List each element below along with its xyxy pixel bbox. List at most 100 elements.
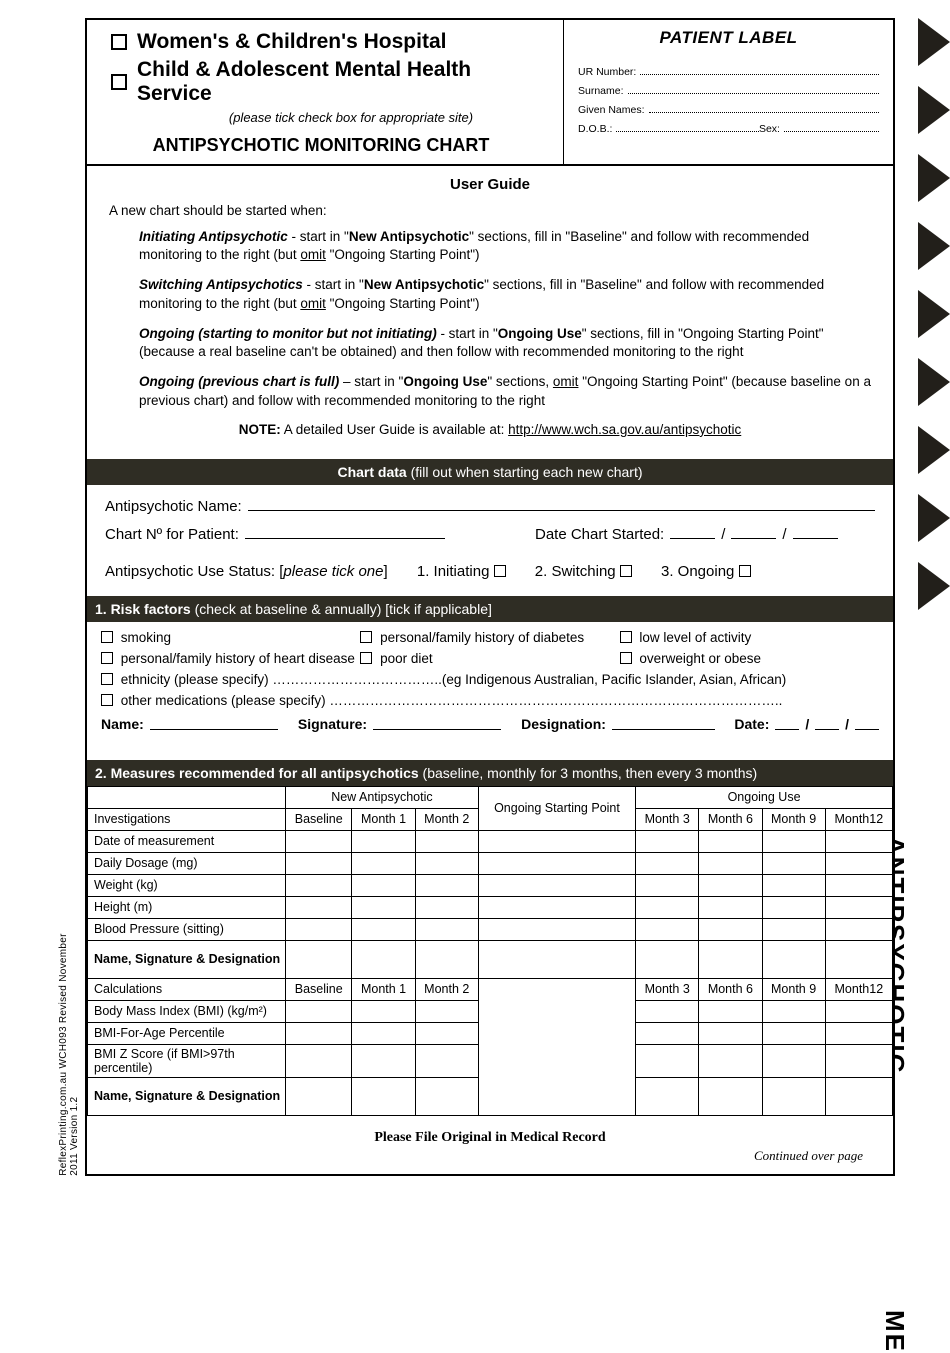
table-cell[interactable] [286,852,352,874]
rf-name-field[interactable] [150,716,278,730]
date-y[interactable] [793,525,838,539]
table-cell[interactable] [699,852,762,874]
table-cell[interactable] [636,874,699,896]
table-cell[interactable] [286,918,352,940]
table-cell[interactable] [762,874,825,896]
table-cell[interactable] [415,940,478,978]
status-option[interactable]: 3. Ongoing [661,563,751,580]
rf-date-m[interactable] [815,716,839,730]
table-cell[interactable] [762,1000,825,1022]
table-cell[interactable] [636,1044,699,1077]
table-cell[interactable] [825,1044,892,1077]
table-cell[interactable] [286,830,352,852]
table-cell[interactable] [286,940,352,978]
table-cell[interactable] [478,830,635,852]
table-cell[interactable] [415,830,478,852]
table-cell[interactable] [478,918,635,940]
table-cell[interactable] [699,940,762,978]
date-m[interactable] [731,525,776,539]
table-cell[interactable] [352,1022,415,1044]
table-cell[interactable] [762,830,825,852]
dob-field[interactable] [616,123,759,132]
table-cell[interactable] [286,1044,352,1077]
table-cell[interactable] [286,1077,352,1115]
rf-date-y[interactable] [855,716,879,730]
table-cell[interactable] [825,918,892,940]
table-cell[interactable] [286,1000,352,1022]
table-cell[interactable] [762,1077,825,1115]
table-cell[interactable] [352,1044,415,1077]
table-cell[interactable] [636,830,699,852]
table-cell[interactable] [286,1022,352,1044]
table-cell[interactable] [478,874,635,896]
table-cell[interactable] [636,940,699,978]
table-cell[interactable] [699,896,762,918]
sex-field[interactable] [784,123,879,132]
table-cell[interactable] [415,1077,478,1115]
site-option-1[interactable]: Women's & Children's Hospital [111,30,551,54]
table-cell[interactable] [636,1022,699,1044]
risk-item[interactable]: poor diet [360,651,619,666]
risk-item[interactable]: personal/family history of heart disease [101,651,360,666]
table-cell[interactable] [352,896,415,918]
table-cell[interactable] [352,918,415,940]
table-cell[interactable] [415,1022,478,1044]
table-cell[interactable] [825,1000,892,1022]
table-cell[interactable] [415,1000,478,1022]
risk-item[interactable]: smoking [101,630,360,645]
table-cell[interactable] [762,1044,825,1077]
status-option[interactable]: 2. Switching [535,563,632,580]
table-cell[interactable] [415,1044,478,1077]
table-cell[interactable] [699,1077,762,1115]
table-cell[interactable] [352,852,415,874]
risk-item[interactable]: low level of activity [620,630,879,645]
table-cell[interactable] [636,1077,699,1115]
table-cell[interactable] [699,874,762,896]
table-cell[interactable] [636,1000,699,1022]
site-option-2[interactable]: Child & Adolescent Mental Health Service [111,58,551,106]
table-cell[interactable] [699,918,762,940]
rf-sig-field[interactable] [373,716,501,730]
table-cell[interactable] [352,1077,415,1115]
table-cell[interactable] [415,918,478,940]
table-cell[interactable] [352,940,415,978]
table-cell[interactable] [415,874,478,896]
chartno-field[interactable] [245,525,445,539]
ug-note-link[interactable]: http://www.wch.sa.gov.au/antipsychotic [508,422,741,437]
risk-item-full[interactable]: other medications (please specify) ……………… [101,693,879,708]
table-cell[interactable] [825,896,892,918]
table-cell[interactable] [352,874,415,896]
table-cell[interactable] [699,830,762,852]
table-cell[interactable] [825,940,892,978]
table-cell[interactable] [352,830,415,852]
table-cell[interactable] [762,940,825,978]
risk-item[interactable]: personal/family history of diabetes [360,630,619,645]
table-cell[interactable] [286,896,352,918]
table-cell[interactable] [699,1022,762,1044]
ur-field[interactable] [640,66,879,75]
given-field[interactable] [649,104,879,113]
table-cell[interactable] [286,874,352,896]
date-d[interactable] [670,525,715,539]
table-cell[interactable] [352,1000,415,1022]
table-cell[interactable] [415,896,478,918]
table-cell[interactable] [762,918,825,940]
checkbox-icon[interactable] [111,74,127,90]
table-cell[interactable] [825,830,892,852]
table-cell[interactable] [762,852,825,874]
rf-desig-field[interactable] [612,716,715,730]
table-cell[interactable] [825,1077,892,1115]
ap-name-field[interactable] [248,497,875,511]
table-cell[interactable] [636,918,699,940]
table-cell[interactable] [762,1022,825,1044]
risk-item[interactable]: overweight or obese [620,651,879,666]
risk-item-full[interactable]: ethnicity (please specify) ……………………………….… [101,672,879,687]
table-cell[interactable] [478,940,635,978]
surname-field[interactable] [628,85,879,94]
table-cell[interactable] [825,852,892,874]
table-cell[interactable] [762,896,825,918]
table-cell[interactable] [825,874,892,896]
table-cell[interactable] [636,852,699,874]
rf-date-d[interactable] [775,716,799,730]
table-cell[interactable] [478,852,635,874]
